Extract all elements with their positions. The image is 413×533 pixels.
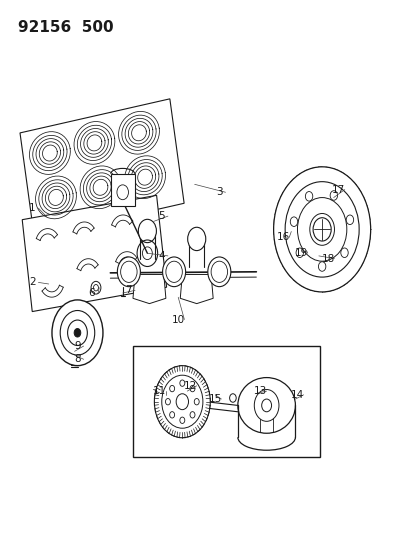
Circle shape bbox=[60, 311, 95, 355]
Text: 13: 13 bbox=[253, 386, 266, 396]
Text: 9: 9 bbox=[74, 341, 81, 351]
Text: 3: 3 bbox=[216, 187, 222, 197]
Text: 5: 5 bbox=[158, 211, 165, 221]
Circle shape bbox=[261, 399, 271, 412]
Circle shape bbox=[318, 262, 325, 271]
Circle shape bbox=[285, 182, 358, 277]
Circle shape bbox=[305, 191, 312, 201]
Circle shape bbox=[295, 248, 303, 257]
Circle shape bbox=[290, 217, 297, 227]
Text: 8: 8 bbox=[74, 354, 81, 364]
Circle shape bbox=[169, 411, 174, 418]
Text: 15: 15 bbox=[208, 394, 221, 404]
Circle shape bbox=[138, 219, 156, 243]
Text: 10: 10 bbox=[171, 314, 184, 325]
Text: 92156  500: 92156 500 bbox=[18, 20, 113, 35]
Text: 17: 17 bbox=[331, 184, 344, 195]
Circle shape bbox=[154, 366, 210, 438]
Bar bbox=[111, 174, 134, 206]
Circle shape bbox=[190, 385, 195, 392]
Text: 19: 19 bbox=[294, 248, 307, 259]
Text: 1: 1 bbox=[29, 203, 36, 213]
Circle shape bbox=[273, 167, 370, 292]
Polygon shape bbox=[180, 274, 213, 304]
Circle shape bbox=[52, 300, 103, 366]
Circle shape bbox=[340, 248, 347, 257]
Text: 7: 7 bbox=[125, 285, 132, 295]
Circle shape bbox=[312, 217, 330, 241]
Circle shape bbox=[179, 380, 184, 386]
Circle shape bbox=[67, 320, 87, 345]
Circle shape bbox=[179, 417, 184, 423]
Circle shape bbox=[117, 257, 140, 287]
Circle shape bbox=[161, 375, 202, 428]
Circle shape bbox=[162, 257, 185, 287]
Circle shape bbox=[190, 411, 195, 418]
Circle shape bbox=[254, 390, 278, 421]
Circle shape bbox=[207, 257, 230, 287]
Circle shape bbox=[176, 394, 188, 410]
Circle shape bbox=[194, 399, 199, 405]
Text: 12: 12 bbox=[183, 381, 197, 391]
Polygon shape bbox=[22, 195, 166, 312]
Circle shape bbox=[169, 385, 174, 392]
Bar bbox=[133, 346, 319, 457]
Circle shape bbox=[329, 191, 337, 200]
Polygon shape bbox=[133, 274, 166, 304]
Polygon shape bbox=[20, 99, 184, 237]
Circle shape bbox=[187, 227, 205, 251]
Circle shape bbox=[165, 399, 170, 405]
Circle shape bbox=[74, 328, 81, 337]
Text: 4: 4 bbox=[158, 251, 165, 261]
Text: 11: 11 bbox=[153, 386, 166, 396]
Circle shape bbox=[345, 215, 353, 224]
Text: 16: 16 bbox=[276, 232, 289, 243]
Text: 14: 14 bbox=[290, 390, 304, 400]
Text: 2: 2 bbox=[29, 277, 36, 287]
Text: 6: 6 bbox=[88, 288, 95, 298]
Text: 18: 18 bbox=[321, 254, 334, 263]
